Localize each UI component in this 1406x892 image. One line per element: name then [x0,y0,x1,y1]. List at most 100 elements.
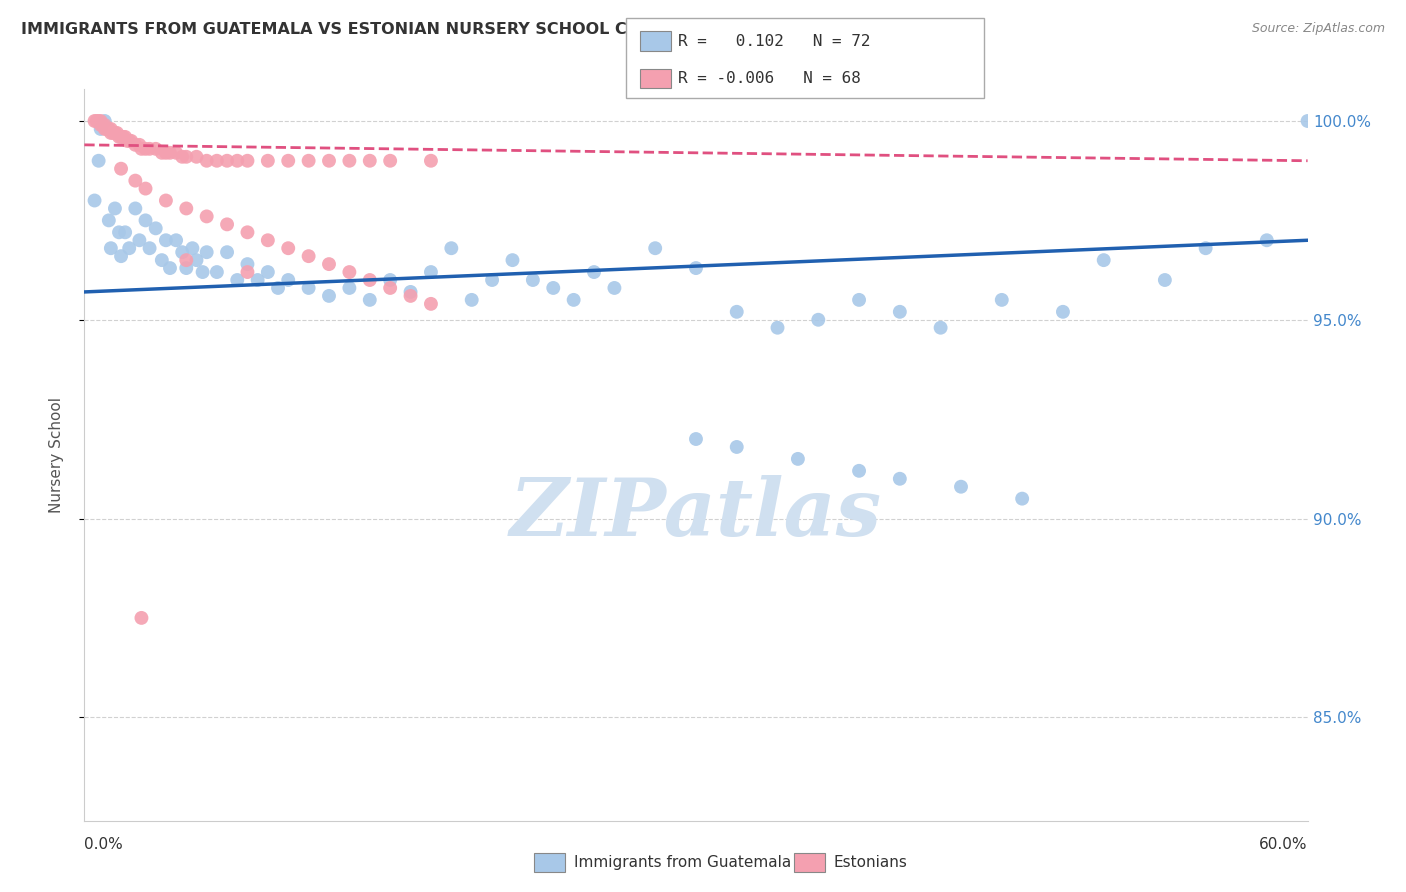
Text: Immigrants from Guatemala: Immigrants from Guatemala [574,855,792,870]
Point [543,281,565,295]
Point [112,129,135,144]
Text: R = -0.006   N = 68: R = -0.006 N = 68 [678,71,860,86]
Point [90,114,112,128]
Text: ZIPatlas: ZIPatlas [510,475,882,552]
Point [267,281,290,295]
Point [991,293,1014,307]
Point [725,305,748,319]
Point [461,293,484,307]
Point [195,153,218,168]
Point [848,293,870,307]
Point [1256,233,1278,247]
Point [889,305,911,319]
Point [195,210,218,224]
Point [583,265,606,279]
Point [257,153,280,168]
Point [128,137,150,152]
Point [298,153,321,168]
Point [165,145,187,160]
Point [226,153,249,168]
Point [1154,273,1177,287]
Point [138,142,160,156]
Text: R =   0.102   N = 72: R = 0.102 N = 72 [678,34,870,48]
Point [1296,114,1319,128]
Point [172,245,194,260]
Point [195,245,218,260]
Point [100,241,122,255]
Point [725,440,748,454]
Point [90,122,112,136]
Point [339,265,361,279]
Point [685,261,707,276]
Point [339,281,361,295]
Point [399,285,422,299]
Point [124,174,146,188]
Point [766,320,789,334]
Point [603,281,626,295]
Point [86,114,108,128]
Point [118,241,141,255]
Point [83,114,105,128]
Point [110,249,132,263]
Point [155,233,177,247]
Point [135,181,157,195]
Point [848,464,870,478]
Point [359,293,381,307]
Point [93,114,117,128]
Point [155,145,177,160]
Point [380,281,402,295]
Point [100,122,122,136]
Point [807,312,830,326]
Point [380,153,402,168]
Point [110,129,132,144]
Point [159,261,181,276]
Point [100,126,122,140]
Point [562,293,585,307]
Point [685,432,707,446]
Point [257,265,280,279]
Point [176,202,198,216]
Point [176,253,198,268]
Text: Source: ZipAtlas.com: Source: ZipAtlas.com [1251,22,1385,36]
Point [97,213,120,227]
Point [108,225,131,239]
Point [1195,241,1218,255]
Point [236,225,259,239]
Point [145,221,167,235]
Point [380,273,402,287]
Point [138,241,160,255]
Point [120,134,142,148]
Point [186,253,208,268]
Point [420,297,443,311]
Point [1052,305,1074,319]
Point [359,153,381,168]
Point [150,253,173,268]
Text: IMMIGRANTS FROM GUATEMALA VS ESTONIAN NURSERY SCHOOL CORRELATION CHART: IMMIGRANTS FROM GUATEMALA VS ESTONIAN NU… [21,22,807,37]
Point [104,202,127,216]
Point [176,150,198,164]
Point [217,153,239,168]
Point [87,153,110,168]
Point [318,257,340,271]
Point [277,241,299,255]
Point [181,241,204,255]
Point [929,320,952,334]
Point [644,241,666,255]
Text: Estonians: Estonians [834,855,908,870]
Point [91,118,114,132]
Point [108,129,131,144]
Point [318,153,340,168]
Point [257,233,280,247]
Point [114,129,136,144]
Point [399,289,422,303]
Point [155,194,177,208]
Point [101,126,124,140]
Point [205,265,228,279]
Point [481,273,503,287]
Point [83,194,105,208]
Point [118,134,141,148]
Point [420,265,443,279]
Point [277,153,299,168]
Point [950,480,973,494]
Point [150,145,173,160]
